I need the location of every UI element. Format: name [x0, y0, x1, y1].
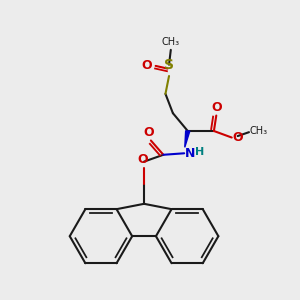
Text: O: O	[141, 58, 152, 71]
Text: CH₃: CH₃	[162, 38, 180, 47]
Text: O: O	[232, 131, 243, 144]
Text: O: O	[211, 101, 222, 114]
Text: O: O	[144, 126, 154, 139]
Text: H: H	[195, 147, 204, 158]
Text: S: S	[164, 58, 174, 72]
Polygon shape	[185, 131, 190, 147]
Text: CH₃: CH₃	[250, 126, 268, 136]
Text: O: O	[138, 153, 148, 167]
Text: N: N	[185, 147, 195, 160]
